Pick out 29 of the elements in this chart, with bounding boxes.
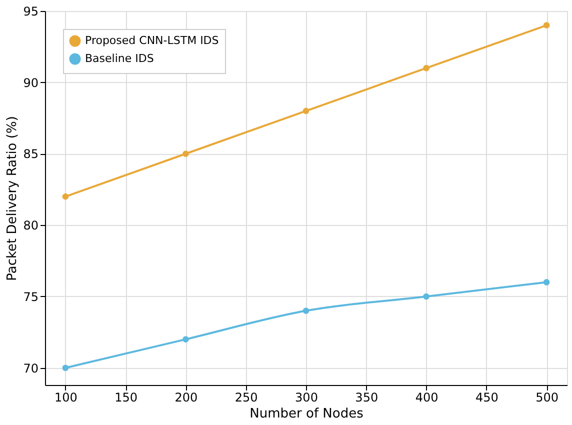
point	[302, 308, 310, 314]
y-tick-label: 70	[23, 361, 38, 376]
point	[302, 108, 310, 114]
legend-label: Proposed CNN-LSTM IDS	[85, 34, 219, 47]
x-axis-title: Number of Nodes	[250, 406, 364, 422]
x-tick-label: 150	[114, 390, 138, 404]
x-tick-label: 500	[536, 390, 559, 404]
y-tick-label: 85	[23, 147, 38, 162]
point	[423, 293, 430, 300]
x-tick-label: 300	[295, 390, 318, 404]
y-tick-label: 90	[23, 76, 38, 90]
x-tick-label: 200	[174, 390, 198, 404]
x-tick-label: 450	[475, 390, 498, 404]
y-tick-label: 75	[23, 290, 38, 304]
y-axis-title: Packet Delivery Ratio (%)	[5, 116, 20, 281]
x-tick-label: 100	[54, 390, 78, 404]
x-tick-label: 350	[355, 390, 378, 404]
x-tick-label: 250	[234, 390, 258, 404]
y-tick-label: 80	[23, 218, 38, 233]
point	[62, 364, 69, 372]
y-tick-label: 95	[23, 4, 38, 18]
point	[543, 22, 550, 28]
point	[182, 150, 189, 157]
x-tick-label: 400	[415, 390, 438, 404]
point	[182, 336, 189, 342]
point	[423, 64, 430, 72]
point	[62, 193, 69, 200]
legend-label: Baseline IDS	[85, 52, 154, 65]
point	[543, 279, 550, 286]
